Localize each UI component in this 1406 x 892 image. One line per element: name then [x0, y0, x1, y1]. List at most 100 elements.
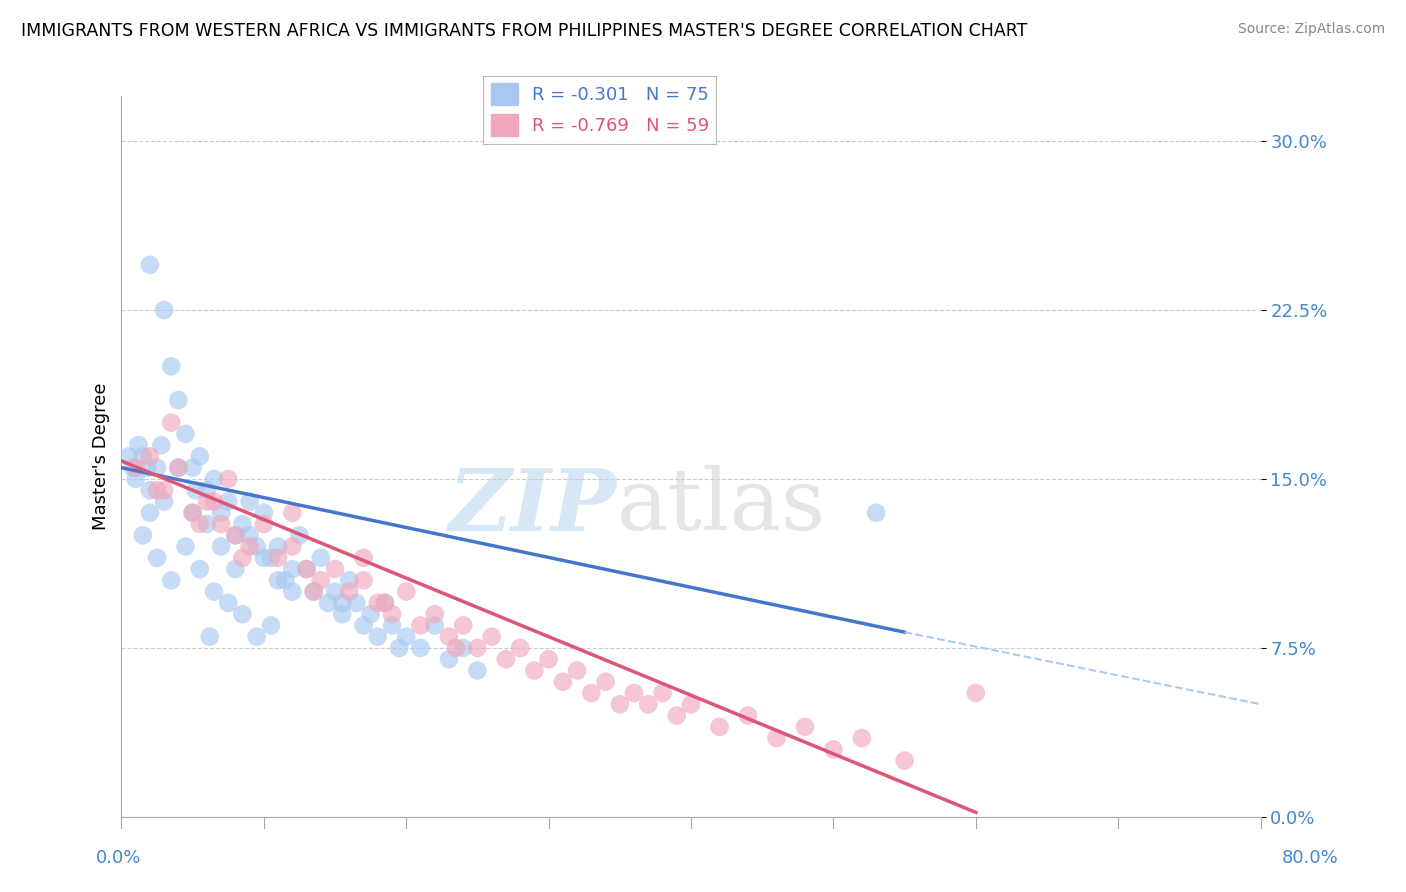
- Point: [395, 584, 418, 599]
- Point: [353, 550, 375, 565]
- Point: [231, 516, 253, 531]
- Point: [316, 596, 339, 610]
- Point: [623, 686, 645, 700]
- Point: [309, 574, 332, 588]
- Text: 80.0%: 80.0%: [1282, 849, 1339, 867]
- Point: [893, 754, 915, 768]
- Point: [160, 359, 183, 374]
- Point: [337, 574, 360, 588]
- Point: [146, 460, 169, 475]
- Point: [198, 630, 221, 644]
- Point: [395, 630, 418, 644]
- Point: [195, 516, 218, 531]
- Point: [184, 483, 207, 498]
- Point: [125, 460, 148, 475]
- Text: ZIP: ZIP: [449, 465, 617, 549]
- Point: [523, 664, 546, 678]
- Point: [260, 618, 283, 632]
- Point: [167, 460, 190, 475]
- Point: [737, 708, 759, 723]
- Point: [423, 618, 446, 632]
- Point: [467, 664, 489, 678]
- Point: [121, 460, 143, 475]
- Point: [231, 607, 253, 622]
- Point: [794, 720, 817, 734]
- Point: [444, 640, 467, 655]
- Point: [146, 550, 169, 565]
- Point: [353, 574, 375, 588]
- Point: [153, 302, 176, 317]
- Point: [246, 630, 269, 644]
- Point: [239, 494, 262, 508]
- Point: [239, 540, 262, 554]
- Point: [224, 562, 246, 576]
- Point: [302, 584, 325, 599]
- Point: [167, 393, 190, 408]
- Point: [267, 574, 290, 588]
- Point: [217, 596, 239, 610]
- Point: [209, 506, 232, 520]
- Point: [765, 731, 787, 745]
- Point: [153, 483, 176, 498]
- Point: [160, 574, 183, 588]
- Point: [437, 652, 460, 666]
- Point: [374, 596, 396, 610]
- Point: [253, 506, 276, 520]
- Point: [253, 550, 276, 565]
- Point: [174, 540, 197, 554]
- Point: [451, 640, 474, 655]
- Point: [409, 618, 432, 632]
- Point: [581, 686, 603, 700]
- Point: [409, 640, 432, 655]
- Point: [231, 550, 253, 565]
- Point: [565, 664, 588, 678]
- Point: [128, 438, 150, 452]
- Point: [253, 516, 276, 531]
- Point: [374, 596, 396, 610]
- Point: [202, 472, 225, 486]
- Point: [344, 596, 367, 610]
- Point: [337, 584, 360, 599]
- Point: [330, 607, 353, 622]
- Point: [965, 686, 987, 700]
- Point: [709, 720, 731, 734]
- Point: [609, 698, 631, 712]
- Point: [423, 607, 446, 622]
- Point: [188, 516, 211, 531]
- Point: [181, 506, 204, 520]
- Point: [288, 528, 311, 542]
- Point: [217, 472, 239, 486]
- Point: [330, 596, 353, 610]
- Point: [281, 584, 304, 599]
- Point: [195, 494, 218, 508]
- Point: [125, 472, 148, 486]
- Point: [295, 562, 318, 576]
- Point: [217, 494, 239, 508]
- Point: [467, 640, 489, 655]
- Point: [160, 416, 183, 430]
- Point: [267, 550, 290, 565]
- Point: [246, 540, 269, 554]
- Point: [188, 562, 211, 576]
- Y-axis label: Master's Degree: Master's Degree: [93, 383, 110, 530]
- Point: [865, 506, 887, 520]
- Point: [281, 562, 304, 576]
- Point: [451, 618, 474, 632]
- Point: [851, 731, 873, 745]
- Point: [537, 652, 560, 666]
- Point: [353, 618, 375, 632]
- Point: [551, 674, 574, 689]
- Point: [136, 460, 159, 475]
- Text: 0.0%: 0.0%: [96, 849, 141, 867]
- Point: [146, 483, 169, 498]
- Point: [117, 450, 139, 464]
- Point: [174, 426, 197, 441]
- Text: atlas: atlas: [617, 466, 827, 549]
- Point: [139, 483, 162, 498]
- Point: [132, 528, 155, 542]
- Point: [239, 528, 262, 542]
- Point: [167, 460, 190, 475]
- Point: [188, 450, 211, 464]
- Point: [181, 460, 204, 475]
- Point: [139, 506, 162, 520]
